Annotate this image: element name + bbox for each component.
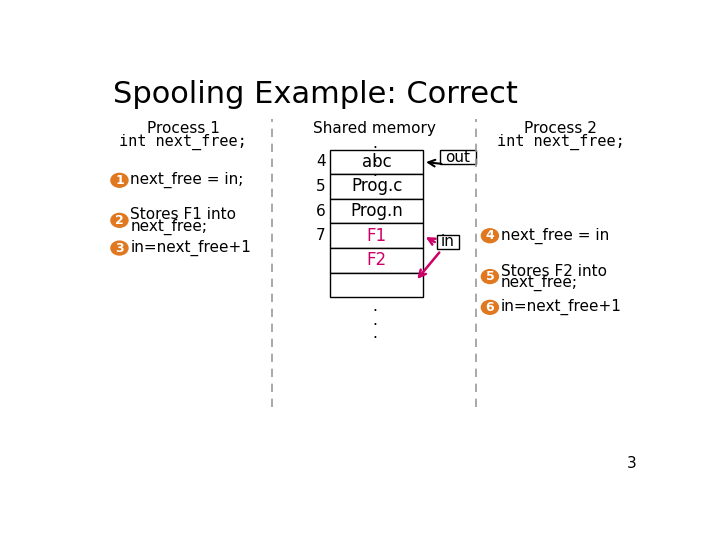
Text: next_free;: next_free;	[500, 275, 577, 291]
Text: Shared memory: Shared memory	[313, 121, 436, 136]
Text: Stores F2 into: Stores F2 into	[500, 264, 607, 279]
Text: .
.
.: . . .	[372, 137, 377, 179]
Text: next_free = in: next_free = in	[500, 228, 609, 244]
Text: F1: F1	[366, 227, 387, 245]
Bar	[330, 199, 423, 224]
Bar	[330, 174, 423, 199]
Bar	[330, 273, 423, 298]
Ellipse shape	[111, 241, 128, 255]
Text: 7: 7	[316, 228, 325, 243]
Text: 5: 5	[485, 270, 494, 283]
Text: in=next_free+1: in=next_free+1	[130, 240, 251, 256]
Text: 6: 6	[485, 301, 494, 314]
Text: int next_free;: int next_free;	[497, 134, 624, 150]
Bar	[441, 150, 476, 164]
Text: Stores F1 into: Stores F1 into	[130, 207, 236, 222]
Text: in: in	[441, 234, 455, 249]
Text: 5: 5	[316, 179, 325, 194]
Text: Process 1: Process 1	[147, 121, 220, 136]
Text: Prog.c: Prog.c	[351, 178, 402, 195]
Bar	[437, 235, 459, 249]
Bar	[330, 248, 423, 273]
Text: 2: 2	[115, 214, 124, 227]
Ellipse shape	[482, 300, 498, 314]
Bar	[330, 150, 423, 174]
Text: in=next_free+1: in=next_free+1	[500, 299, 621, 315]
Ellipse shape	[111, 213, 128, 227]
Text: 3: 3	[115, 241, 124, 254]
Ellipse shape	[482, 229, 498, 242]
Text: abc: abc	[362, 153, 392, 171]
Text: 4: 4	[485, 230, 494, 242]
Text: out: out	[446, 150, 471, 165]
Text: 6: 6	[316, 204, 325, 219]
Text: Process 2: Process 2	[524, 121, 597, 136]
Text: Spooling Example: Correct: Spooling Example: Correct	[113, 80, 518, 109]
Text: 3: 3	[626, 456, 636, 471]
Text: Prog.n: Prog.n	[351, 202, 403, 220]
Text: int next_free;: int next_free;	[119, 134, 247, 150]
Bar	[330, 224, 423, 248]
Text: 1: 1	[115, 174, 124, 187]
Text: next_free = in;: next_free = in;	[130, 172, 243, 188]
Text: F2: F2	[366, 252, 387, 269]
Text: .
.
.: . . .	[372, 299, 377, 341]
Text: 4: 4	[316, 154, 325, 170]
Ellipse shape	[111, 173, 128, 187]
Text: next_free;: next_free;	[130, 218, 207, 234]
Ellipse shape	[482, 269, 498, 284]
